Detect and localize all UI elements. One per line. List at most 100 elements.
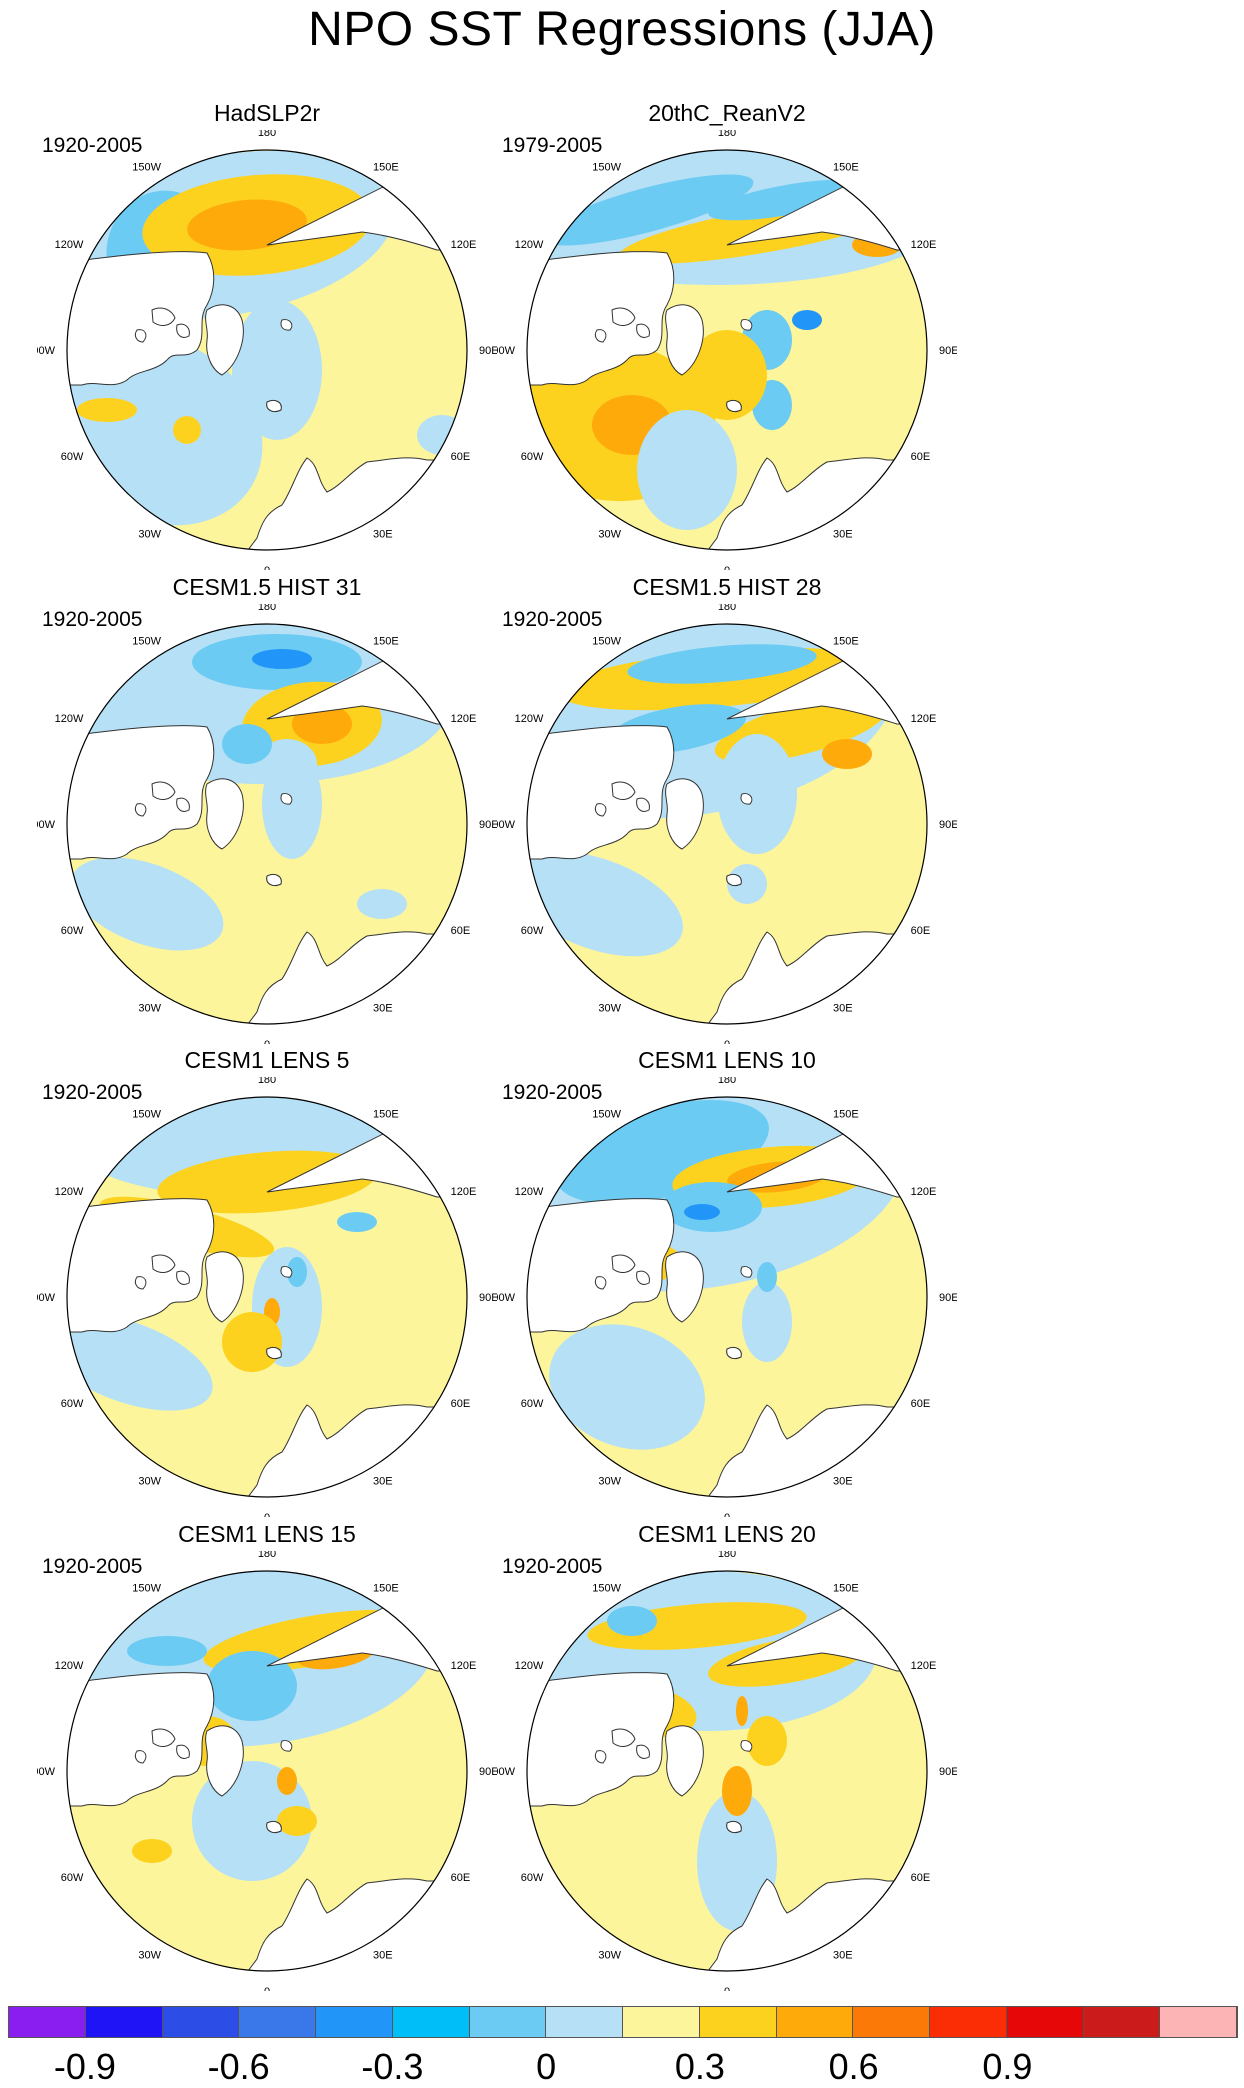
longitude-label: 60W xyxy=(61,925,84,937)
map-boundary xyxy=(66,1096,468,1498)
land-mass xyxy=(176,323,190,338)
map-panel: CESM1.5 HIST 28 1920-2005 180 150E 120E 90E 60… xyxy=(497,574,957,1044)
colorbar-swatch xyxy=(699,2007,777,2037)
longitude-label: 0 xyxy=(724,1986,730,1991)
anomaly-contour xyxy=(127,1636,207,1666)
longitude-label: 0 xyxy=(264,1039,270,1044)
map-boundary xyxy=(526,1096,928,1498)
anomaly-contour xyxy=(173,416,201,444)
anomaly-contour xyxy=(549,1324,705,1450)
colorbar-swatch xyxy=(469,2007,547,2037)
longitude-label: 90W xyxy=(497,1766,516,1778)
anomaly-contour xyxy=(277,1806,317,1836)
land-mass xyxy=(527,1672,675,1807)
longitude-label: 120E xyxy=(451,239,477,251)
panel-period: 1920-2005 xyxy=(42,1081,143,1104)
map-panel: CESM1 LENS 5 1920-2005 180 150E 120E 90E 60E 30… xyxy=(37,1047,497,1517)
land-mass xyxy=(594,329,607,343)
longitude-label: 120W xyxy=(515,1186,544,1198)
longitude-label: 90E xyxy=(479,345,497,357)
map-boundary xyxy=(526,623,928,1025)
land-mass xyxy=(134,329,147,343)
land-mass xyxy=(151,1728,176,1747)
longitude-label: 60W xyxy=(61,1872,84,1884)
land-mass xyxy=(726,1820,742,1834)
longitude-label: 60W xyxy=(521,451,544,463)
land-mass xyxy=(740,319,753,331)
longitude-label: 150E xyxy=(833,161,859,173)
longitude-label: 120E xyxy=(451,1186,477,1198)
longitude-label: 60E xyxy=(911,1398,931,1410)
land-mass xyxy=(205,1725,244,1797)
polar-map: 180 150E 120E 90E 60E 30E 0 30W 60W 90W 120W 150W xyxy=(497,1551,957,1991)
polar-map: 180 150E 120E 90E 60E 30E 0 30W 60W 90W 120W 150W xyxy=(497,604,957,1044)
anomaly-contour xyxy=(607,1606,657,1636)
anomaly-contour xyxy=(822,739,872,769)
colorbar-swatch xyxy=(239,2007,316,2037)
longitude-label: 150W xyxy=(592,1582,621,1594)
panel-period: 1920-2005 xyxy=(502,1081,603,1104)
longitude-label: 150E xyxy=(373,1582,399,1594)
map-panel: CESM1 LENS 10 1920-2005 180 150E 120E 90E 60E 3… xyxy=(497,1047,957,1517)
land-mass xyxy=(665,304,704,376)
polar-map: 180 150E 120E 90E 60E 30E 0 30W 60W 90W 120W 150W xyxy=(37,604,497,1044)
anomaly-contour xyxy=(722,1766,752,1816)
land-mass xyxy=(134,1276,147,1290)
land-mass xyxy=(665,1725,704,1797)
colorbar-swatch xyxy=(392,2007,470,2037)
longitude-label: 120W xyxy=(55,1186,84,1198)
figure-title: NPO SST Regressions (JJA) xyxy=(308,3,936,56)
land-mass xyxy=(67,1198,215,1333)
longitude-label: 120E xyxy=(451,1660,477,1672)
colorbar-swatch xyxy=(85,2007,163,2037)
longitude-label: 30E xyxy=(373,529,393,541)
land-mass xyxy=(151,307,176,326)
land-mass xyxy=(134,1750,147,1764)
longitude-label: 90W xyxy=(37,345,56,357)
longitude-label: 90W xyxy=(37,1292,56,1304)
colorbar-label: 0.3 xyxy=(674,2046,725,2087)
polar-map: 180 150E 120E 90E 60E 30E 0 30W 60W 90W 120W 150W xyxy=(497,1077,957,1517)
land-mass xyxy=(176,1744,190,1759)
land-mass xyxy=(740,1266,753,1278)
longitude-label: 90W xyxy=(497,1292,516,1304)
land-mass xyxy=(740,1740,753,1752)
longitude-label: 30E xyxy=(833,1950,853,1962)
longitude-label: 60W xyxy=(61,451,84,463)
longitude-label: 30W xyxy=(138,1950,161,1962)
land-mass xyxy=(665,778,704,850)
longitude-label: 0 xyxy=(264,1512,270,1517)
land-mass xyxy=(67,1672,215,1807)
anomaly-contour xyxy=(708,179,866,221)
land-mass xyxy=(176,1270,190,1285)
land-mass xyxy=(527,1198,675,1333)
land-mass xyxy=(266,873,282,887)
longitude-label: 120W xyxy=(515,713,544,725)
longitude-label: 60W xyxy=(61,1398,84,1410)
longitude-label: 0 xyxy=(724,1039,730,1044)
longitude-label: 30E xyxy=(373,1476,393,1488)
longitude-label: 180 xyxy=(718,1551,736,1560)
land-mass xyxy=(636,323,650,338)
colorbar-label: 0 xyxy=(536,2046,557,2087)
anomaly-contour xyxy=(252,649,312,669)
land-mass xyxy=(594,1750,607,1764)
land-mass xyxy=(740,793,753,805)
land-mass xyxy=(280,1740,293,1752)
panel-title: CESM1 LENS 20 xyxy=(638,1521,816,1547)
longitude-label: 30E xyxy=(373,1950,393,1962)
anomaly-contour xyxy=(727,864,767,904)
anomaly-contour xyxy=(232,300,322,440)
colorbar-swatch xyxy=(546,2007,623,2037)
land-mass xyxy=(594,1276,607,1290)
land-mass xyxy=(205,304,244,376)
longitude-label: 180 xyxy=(258,1077,276,1086)
land-mass xyxy=(176,797,190,812)
anomaly-contour xyxy=(736,1696,748,1726)
longitude-label: 90E xyxy=(479,819,497,831)
anomaly-contour xyxy=(417,415,467,455)
panel-title: CESM1.5 HIST 28 xyxy=(632,574,822,600)
longitude-label: 30W xyxy=(138,1476,161,1488)
longitude-label: 30E xyxy=(833,1003,853,1015)
colorbar-swatch xyxy=(9,2007,86,2037)
